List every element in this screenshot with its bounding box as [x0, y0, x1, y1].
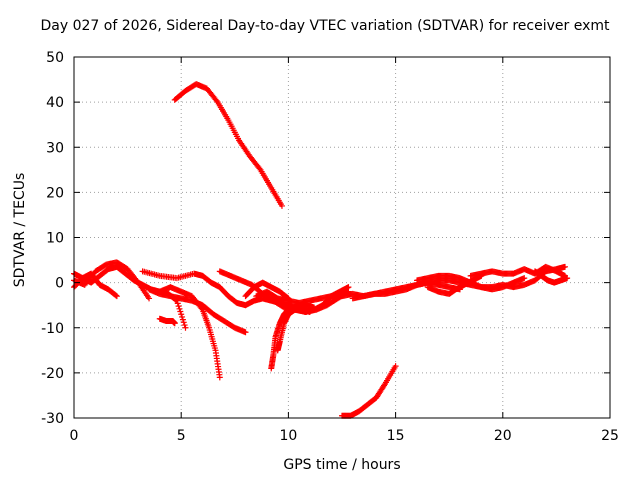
series-arc-low	[339, 363, 399, 419]
axis-ticks: 0 5 10 15 20 25 -30 -20 -10 0 10 20 30 40 50	[41, 50, 619, 444]
data-point	[180, 319, 187, 326]
data-point	[113, 292, 120, 299]
y-tick-label: -10	[41, 321, 64, 337]
x-tick-label: 25	[601, 428, 619, 444]
chart-title: Day 027 of 2026, Sidereal Day-to-day VTE…	[40, 18, 610, 34]
x-axis-label: GPS time / hours	[283, 457, 401, 473]
grid-lines	[74, 57, 610, 418]
data-point	[381, 382, 388, 389]
series-arc-j	[274, 306, 313, 354]
x-tick-label: 0	[70, 428, 79, 444]
data-point	[285, 295, 292, 302]
y-tick-label: -30	[41, 411, 64, 427]
y-tick-label: 10	[46, 231, 64, 247]
data-point	[174, 300, 181, 307]
data-point	[392, 363, 399, 370]
data-point	[311, 304, 318, 311]
series-arc-high	[171, 81, 285, 209]
y-tick-label: 40	[46, 95, 64, 111]
series-arc-f	[156, 284, 223, 381]
data-point	[177, 308, 184, 315]
x-tick-label: 15	[387, 428, 405, 444]
series-arc-g	[156, 315, 178, 327]
y-tick-label: 0	[55, 276, 64, 292]
data-point	[179, 316, 186, 323]
series-arc-o	[424, 272, 485, 297]
data-point	[179, 313, 186, 320]
y-axis-label: SDTVAR / TECUs	[12, 172, 28, 288]
data-point	[561, 263, 568, 270]
data-point	[178, 311, 185, 318]
data-point	[171, 320, 178, 327]
series-arc-l	[242, 279, 292, 302]
y-tick-label: 30	[46, 140, 64, 156]
x-tick-label: 20	[494, 428, 512, 444]
data-point	[216, 374, 223, 381]
data-point	[213, 97, 220, 104]
data-point	[181, 322, 188, 329]
data-point	[198, 305, 205, 312]
y-tick-label: 20	[46, 185, 64, 201]
y-tick-label: 50	[46, 50, 64, 66]
data-point	[278, 202, 285, 209]
series-arc-h	[216, 268, 352, 315]
series-arc-c	[71, 270, 120, 300]
data-point	[175, 303, 182, 310]
data-point	[176, 305, 183, 312]
data-point	[113, 293, 120, 300]
data-point	[182, 324, 189, 331]
data-point	[521, 275, 528, 282]
data-points	[71, 81, 571, 419]
data-point	[564, 275, 571, 282]
y-tick-label: -20	[41, 366, 64, 382]
data-point	[306, 308, 313, 315]
series-arc-q	[531, 268, 571, 286]
data-point	[146, 295, 153, 302]
x-tick-label: 5	[177, 428, 186, 444]
data-point	[256, 165, 263, 172]
data-point	[242, 329, 249, 336]
data-point	[284, 294, 291, 301]
x-tick-label: 10	[279, 428, 297, 444]
